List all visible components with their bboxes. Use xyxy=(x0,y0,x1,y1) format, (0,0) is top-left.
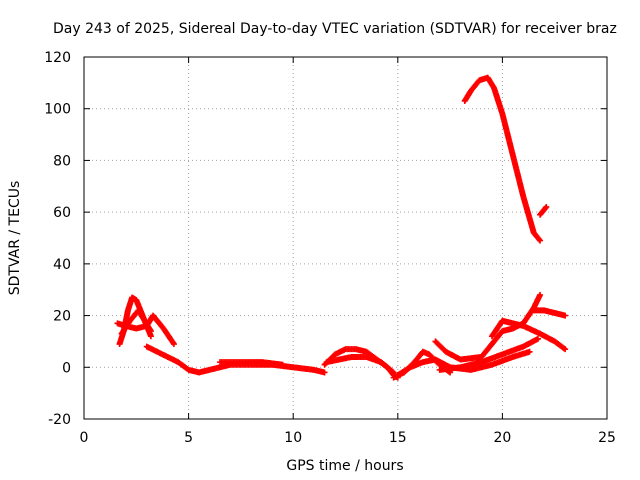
data-point xyxy=(542,205,549,212)
series-track-m xyxy=(530,307,569,319)
data-point xyxy=(537,291,544,298)
x-tick-label: 15 xyxy=(389,430,407,446)
y-tick-label: 40 xyxy=(53,257,71,273)
plot-frame xyxy=(83,56,608,420)
y-tick-label: -20 xyxy=(48,412,71,428)
y-tick-label: 0 xyxy=(62,360,71,376)
x-tick-label: 25 xyxy=(598,430,616,446)
series-track-g xyxy=(323,353,397,376)
series-track-n xyxy=(461,74,544,244)
series-track-o xyxy=(537,203,550,218)
data-point xyxy=(389,368,396,375)
data-point xyxy=(543,203,550,210)
y-tick-label: 20 xyxy=(53,309,71,325)
y-axis-label: SDTVAR / TECUs xyxy=(7,181,23,296)
data-point xyxy=(534,335,541,342)
x-tick-label: 5 xyxy=(184,430,193,446)
x-axis-label: GPS time / hours xyxy=(286,458,403,474)
y-tick-label: 80 xyxy=(53,153,71,169)
data-point xyxy=(526,348,533,355)
series-track-l xyxy=(436,335,541,373)
data-point xyxy=(170,341,177,348)
data-point xyxy=(279,361,286,368)
data-marks xyxy=(114,74,569,381)
data-point xyxy=(562,346,569,353)
series-track-e xyxy=(216,359,286,368)
data-point xyxy=(147,333,154,340)
y-tick-label: 60 xyxy=(53,205,71,221)
series-track-k xyxy=(488,317,569,353)
data-point xyxy=(170,339,177,346)
data-point xyxy=(321,369,328,376)
data-point xyxy=(390,369,397,376)
x-tick-label: 20 xyxy=(493,430,511,446)
x-tick-label: 0 xyxy=(80,430,89,446)
axes: 0 5 10 15 20 25 -20 0 20 40 60 80 100 120 xyxy=(44,50,616,446)
data-point xyxy=(562,312,569,319)
data-point xyxy=(536,236,543,243)
chart-title: Day 243 of 2025, Sidereal Day-to-day VTE… xyxy=(53,21,617,37)
y-tick-label: 100 xyxy=(44,102,71,118)
series-track-c xyxy=(118,307,154,337)
x-tick-label: 10 xyxy=(284,430,302,446)
data-point xyxy=(147,328,154,335)
y-tick-label: 120 xyxy=(44,50,71,66)
data-point xyxy=(560,345,567,352)
data-point xyxy=(537,237,544,244)
